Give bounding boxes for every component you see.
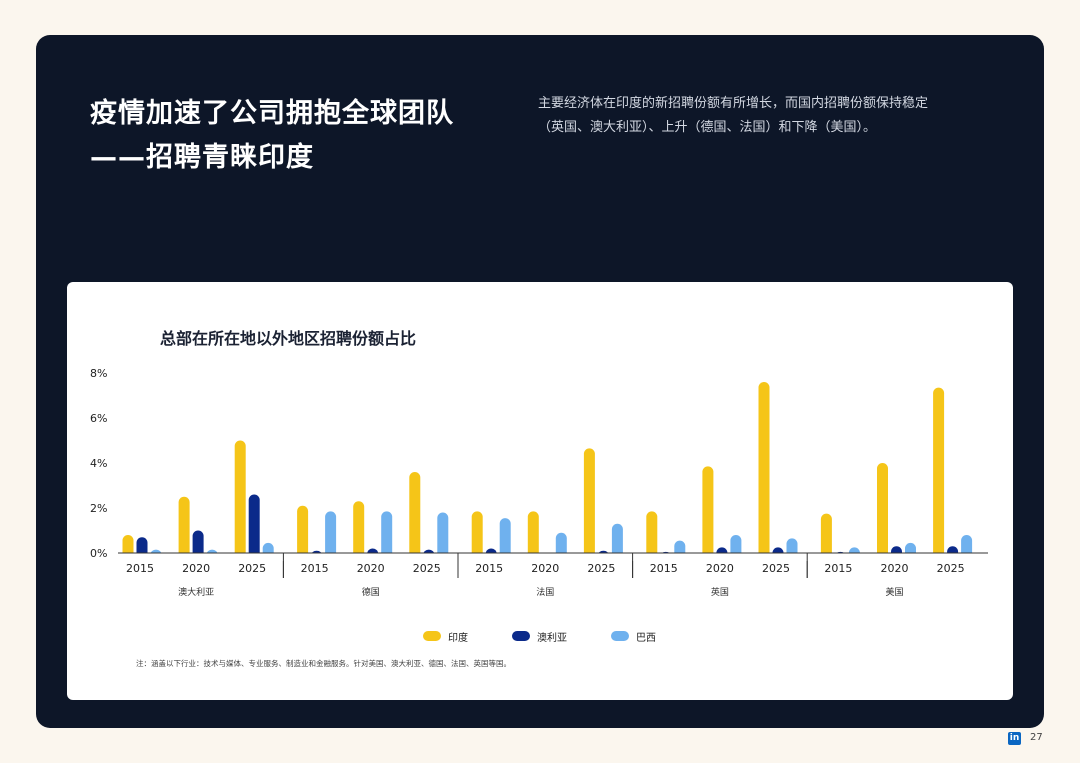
y-tick-label: 8% (90, 367, 107, 380)
bar (933, 387, 945, 559)
bar (325, 511, 337, 559)
bar (702, 466, 714, 559)
legend-label-brazil: 巴西 (636, 632, 656, 644)
legend-item-india: 印度 (423, 629, 468, 644)
bar (178, 496, 190, 559)
legend-item-australia: 澳利亚 (512, 629, 567, 644)
x-tick-label: 2015 (824, 562, 852, 575)
chart-legend: 印度 澳利亚 巴西 (423, 628, 700, 644)
x-tick-label: 2015 (301, 562, 329, 575)
bar (248, 494, 260, 559)
x-tick-label: 2020 (357, 562, 385, 575)
y-tick-label: 0% (90, 547, 107, 560)
bar (409, 472, 421, 559)
bar (381, 511, 393, 559)
bar (471, 511, 483, 559)
x-tick-label: 2020 (531, 562, 559, 575)
bar (353, 501, 365, 559)
bar (234, 440, 246, 559)
page-title: 疫情加速了公司拥抱全球团队 ——招聘青睐印度 (90, 92, 510, 180)
bar (877, 463, 888, 559)
page-description: 主要经济体在印度的新招聘份额有所增长，而国内招聘份额保持稳定（英国、澳大利亚）、… (538, 96, 929, 135)
bar (583, 448, 595, 559)
x-tick-label: 2025 (762, 562, 790, 575)
page-title-line-2: ——招聘青睐印度 (90, 142, 314, 173)
bar (820, 513, 832, 559)
y-tick-label: 4% (90, 457, 107, 470)
bar (555, 532, 567, 559)
group-label: 法国 (536, 586, 554, 598)
group-label: 澳大利亚 (178, 586, 214, 598)
chart-card (67, 282, 1013, 700)
legend-label-australia: 澳利亚 (537, 632, 567, 644)
y-tick-label: 6% (90, 412, 107, 425)
x-tick-label: 2020 (182, 562, 210, 575)
bar (758, 382, 770, 559)
y-tick-label: 2% (90, 502, 107, 515)
x-tick-label: 2025 (413, 562, 441, 575)
bar (297, 505, 309, 559)
page-number: 27 (1030, 732, 1043, 743)
group-label: 英国 (711, 586, 729, 598)
bar (437, 512, 449, 559)
legend-swatch-brazil (611, 631, 629, 641)
linkedin-logo-icon: in (1008, 732, 1021, 745)
chart-title: 总部在所在地以外地区招聘份额占比 (160, 329, 417, 348)
baseline-mask (118, 553, 988, 561)
group-label: 德国 (362, 586, 380, 598)
bar (499, 518, 511, 559)
legend-label-india: 印度 (448, 632, 468, 644)
x-tick-label: 2025 (238, 562, 266, 575)
x-tick-label: 2015 (650, 562, 678, 575)
bar (192, 530, 204, 559)
x-tick-label: 2025 (587, 562, 615, 575)
group-label: 美国 (885, 586, 903, 598)
legend-swatch-india (423, 631, 441, 641)
bar (611, 523, 623, 559)
legend-item-brazil: 巴西 (611, 629, 656, 644)
x-tick-label: 2025 (937, 562, 965, 575)
x-tick-label: 2015 (126, 562, 154, 575)
page-title-line-1: 疫情加速了公司拥抱全球团队 (90, 98, 454, 129)
x-tick-label: 2015 (475, 562, 503, 575)
bar (646, 511, 658, 559)
x-tick-label: 2020 (706, 562, 734, 575)
bar (527, 511, 539, 559)
legend-swatch-australia (512, 631, 530, 641)
chart-footnote: 注：涵盖以下行业：技术与媒体、专业服务、制造业和金融服务。针对美国、澳大利亚、德… (136, 659, 511, 668)
x-tick-label: 2020 (881, 562, 909, 575)
